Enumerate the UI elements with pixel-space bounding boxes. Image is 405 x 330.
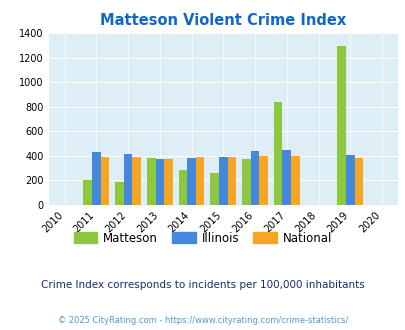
Bar [259,155,267,205]
Bar [132,157,141,205]
Bar [83,180,92,205]
Bar [250,151,259,205]
Bar [273,102,282,205]
Bar [100,157,109,205]
Bar [187,158,195,205]
Bar [345,155,354,205]
Bar [178,170,187,205]
Bar [195,157,204,205]
Bar [155,159,164,205]
Bar [115,182,124,205]
Legend: Matteson, Illinois, National: Matteson, Illinois, National [69,227,336,249]
Bar [210,173,218,205]
Bar [337,47,345,205]
Bar [290,155,299,205]
Bar [354,158,362,205]
Bar [164,159,172,205]
Title: Matteson Violent Crime Index: Matteson Violent Crime Index [100,13,345,28]
Bar [282,150,290,205]
Text: © 2025 CityRating.com - https://www.cityrating.com/crime-statistics/: © 2025 CityRating.com - https://www.city… [58,315,347,325]
Bar [92,152,100,205]
Bar [227,157,236,205]
Bar [124,154,132,205]
Bar [242,159,250,205]
Bar [147,158,155,205]
Bar [218,157,227,205]
Text: Crime Index corresponds to incidents per 100,000 inhabitants: Crime Index corresponds to incidents per… [41,280,364,290]
